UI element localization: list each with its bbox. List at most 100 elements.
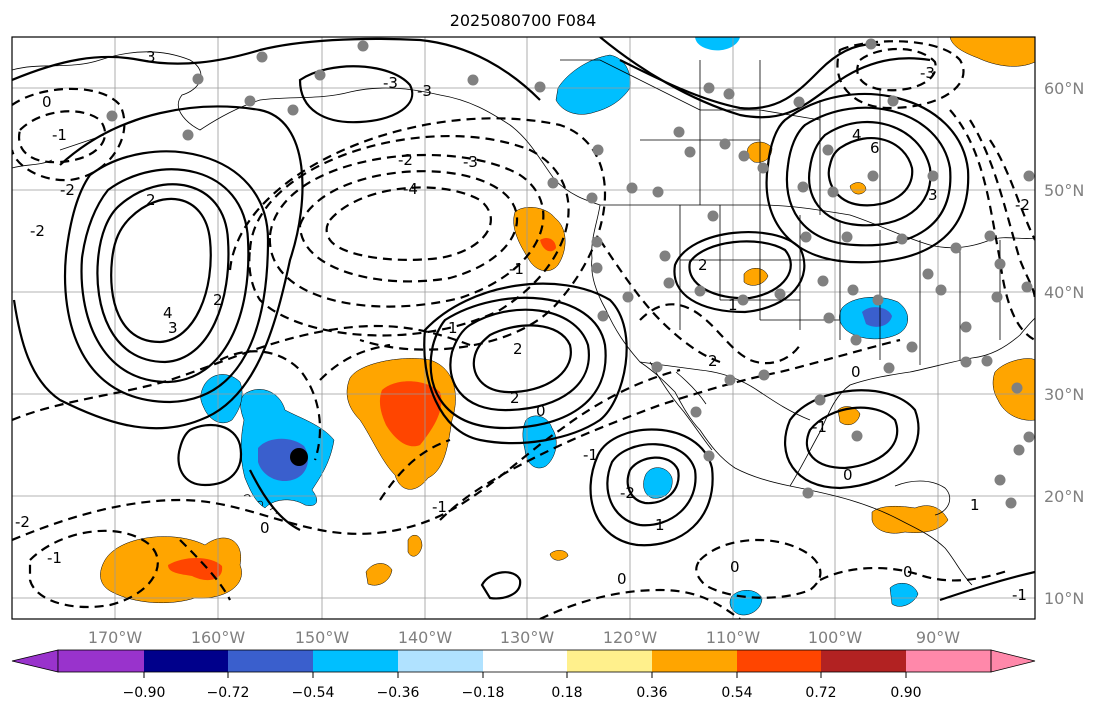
shade-blue-hawaii-west — [200, 374, 243, 424]
contour-west-low-1 — [110, 197, 212, 344]
dash-southeast-1 — [695, 538, 822, 599]
dash-rockies — [599, 239, 721, 364]
alaska-coast — [12, 51, 601, 206]
dash-alaska-west — [17, 110, 107, 164]
contour-label: -1 — [432, 498, 447, 516]
dash-west-coast-trough — [228, 117, 607, 351]
map-panel: 3 -3 -1 2 2 4 3 -3 -4 -1 1 2 0 -2 -2 0 -… — [12, 37, 1035, 619]
baja — [649, 361, 713, 451]
colorbar: −0.90 −0.72 −0.54 −0.36 −0.18 0.18 0.36 … — [11, 649, 1036, 701]
contour-label: -2 — [620, 484, 635, 502]
contour-hawaii — [177, 423, 243, 487]
contour-canada-high-1 — [827, 137, 914, 207]
colorbar-segment — [567, 650, 652, 672]
contour-se-corner — [939, 570, 1035, 602]
colorbar-segment — [906, 650, 991, 672]
contour-label: 3 — [168, 319, 178, 337]
dash-gulf-ak-low-2 — [298, 170, 519, 283]
contour-canada-high-3 — [785, 106, 952, 247]
colorbar-tick-label: 0.18 — [551, 685, 582, 701]
contour-ne-pacific-high-4 — [423, 282, 628, 445]
lat-label: 10°N — [1044, 589, 1084, 608]
contour-label: -3 — [417, 82, 432, 100]
dash-east-trough-2 — [969, 119, 1035, 301]
dash-alaska-west-2 — [12, 87, 126, 182]
shade-red-south-pacific — [168, 557, 223, 581]
map-frame — [11, 36, 1036, 620]
lon-label: 130°W — [500, 628, 555, 647]
dashed-contours — [12, 40, 1035, 619]
colorbar-left-extend — [11, 649, 59, 673]
shade-orange-small-3 — [549, 550, 569, 561]
contour-label: 0 — [617, 570, 627, 588]
contour-label: 0 — [903, 563, 913, 581]
shade-royal-plains — [862, 307, 892, 327]
lat-label: 60°N — [1044, 79, 1084, 98]
colorbar-segment — [144, 650, 228, 672]
contour-label: -3 — [383, 74, 398, 92]
colorbar-tick-label: −0.54 — [292, 685, 335, 701]
colorbar-tick-label: 0.72 — [805, 685, 836, 701]
dash-gulf-ak-low-3 — [268, 153, 545, 308]
contour-label: -4 — [403, 180, 418, 198]
contour-label: -1 — [583, 446, 598, 464]
lon-label: 110°W — [706, 628, 761, 647]
contour-label: -3 — [920, 64, 935, 82]
contour-label: -3 — [463, 153, 478, 171]
contour-label: 2 — [510, 389, 520, 407]
dash-south-pacific — [28, 529, 159, 609]
contour-south-high — [249, 469, 301, 531]
colorbar-segment — [652, 650, 737, 672]
longitude-axis: 170°W 160°W 150°W 140°W 130°W 120°W 110°… — [88, 628, 960, 647]
station-markers — [106, 38, 1035, 509]
lat-label: 40°N — [1044, 283, 1084, 302]
shade-orange-gulf — [837, 406, 861, 425]
colorbar-tick-label: −0.36 — [377, 685, 420, 701]
coastlines — [12, 51, 1035, 586]
contour-label: -2 — [15, 513, 30, 531]
colorbar-right-extend — [990, 649, 1036, 673]
contour-canada-high-2 — [808, 120, 932, 227]
shade-orange-ne-corner — [949, 37, 1035, 67]
dash-hawaii-1 — [219, 350, 322, 461]
colorbar-segment — [483, 650, 567, 672]
yucatan — [894, 480, 951, 516]
contour-label: 0 — [536, 402, 546, 420]
colorbar-segment — [58, 650, 144, 672]
contour-label: 3 — [146, 48, 156, 66]
shade-orange-small-2 — [407, 534, 423, 557]
contour-label: 0 — [730, 558, 740, 576]
lon-label: 90°W — [916, 628, 960, 647]
contour-west-low-5 — [12, 105, 304, 430]
contour-labels: 3 -3 -1 2 2 4 3 -3 -4 -1 1 2 0 -2 -2 0 -… — [15, 48, 1030, 604]
contour-label: 2 — [513, 340, 523, 358]
contour-label: 2 — [698, 256, 708, 274]
dash-east-trough-3 — [949, 109, 1035, 341]
contour-ne-pacific-high-2 — [449, 308, 590, 412]
shade-red-ne-pacific — [540, 237, 556, 252]
contour-nw-ridge-2 — [599, 37, 931, 119]
dash-hawaii-2 — [179, 539, 231, 601]
lat-label: 50°N — [1044, 181, 1084, 200]
contour-alaska-1 — [298, 65, 414, 124]
graticule — [12, 37, 1035, 619]
gulf-coast — [789, 317, 1035, 487]
contour-label: 4 — [852, 126, 862, 144]
colorbar-segment — [821, 650, 906, 672]
contour-plains-low-2 — [673, 231, 806, 314]
contour-label: 4 — [163, 304, 173, 322]
us-mexico-border — [639, 361, 811, 421]
colorbar-segment — [737, 650, 821, 672]
contour-label: -2 — [1015, 196, 1030, 214]
lon-label: 120°W — [603, 628, 658, 647]
contour-label: 0 — [42, 93, 52, 111]
shade-orange-caribbean — [871, 505, 949, 534]
contour-top-west — [12, 37, 541, 101]
colorbar-tick-label: 0.54 — [721, 685, 752, 701]
lon-label: 160°W — [191, 628, 246, 647]
shade-blue-mexico-pacific — [643, 467, 673, 499]
lat-label: 30°N — [1044, 385, 1084, 404]
shade-orange-plains-small — [743, 268, 769, 286]
contour-label: -2 — [398, 151, 413, 169]
west-coast — [591, 204, 973, 586]
